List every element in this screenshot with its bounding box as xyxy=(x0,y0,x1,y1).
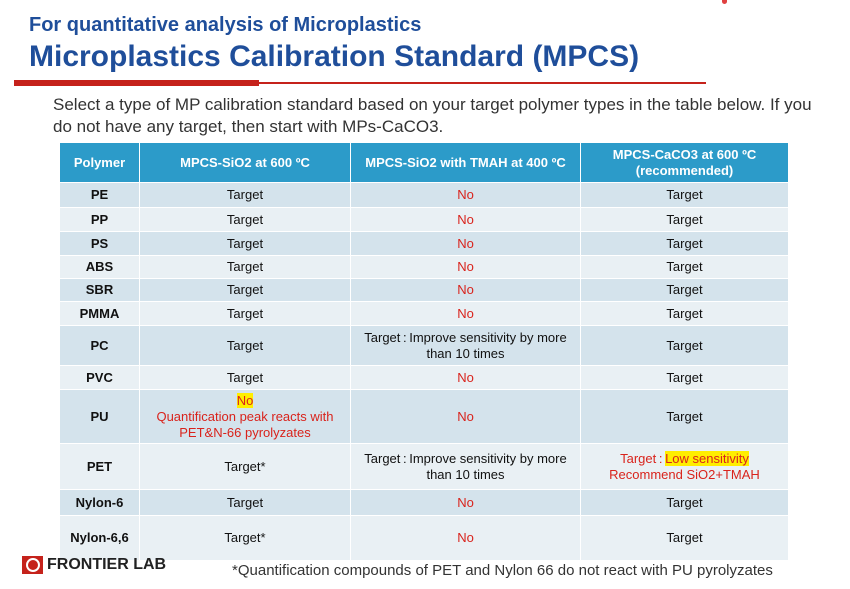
cell: No xyxy=(350,489,581,516)
table-row: ABS Target No Target xyxy=(59,255,789,279)
cell: Target xyxy=(139,255,351,279)
cell: Target* xyxy=(139,515,351,561)
table-row: PE Target No Target xyxy=(59,182,789,208)
cell: Target xyxy=(580,489,789,516)
cell: Target : Low sensitivity Recommend SiO2+T… xyxy=(580,443,789,490)
cell: Target xyxy=(139,182,351,208)
cell: No xyxy=(350,389,581,444)
logo-icon xyxy=(22,556,43,574)
table-row: PU No Quantification peak reacts with PET… xyxy=(59,389,789,444)
polymer-cell: PET xyxy=(59,443,140,490)
polymer-cell: PC xyxy=(59,325,140,366)
cell: No xyxy=(350,515,581,561)
table-header-row: Polymer MPCS-SiO2 at 600 ºC MPCS-SiO2 wi… xyxy=(59,142,789,183)
cell: Target xyxy=(580,325,789,366)
cell: Target xyxy=(580,182,789,208)
cell-note: Quantification peak reacts with PET&N-66… xyxy=(156,408,334,440)
logo-text: FRONTIER LAB xyxy=(47,556,167,573)
cell-text: Target : xyxy=(620,450,666,466)
polymer-cell: Nylon-6,6 xyxy=(59,515,140,561)
cell: No xyxy=(350,278,581,302)
cell: Target xyxy=(580,207,789,232)
polymer-cell: PVC xyxy=(59,365,140,390)
cell: Target* xyxy=(139,443,351,490)
cell: No xyxy=(350,207,581,232)
table-row: PC Target Target : Improve sensitivity by … xyxy=(59,325,789,366)
cell: Target xyxy=(580,278,789,302)
cell: Target xyxy=(139,207,351,232)
calibration-table: Polymer MPCS-SiO2 at 600 ºC MPCS-SiO2 wi… xyxy=(59,142,789,561)
cell: No xyxy=(350,231,581,256)
table-row: PS Target No Target xyxy=(59,231,789,256)
frontier-lab-logo: FRONTIER LAB xyxy=(22,556,166,574)
table-row: PET Target* Target : Improve sensitivity b… xyxy=(59,443,789,490)
polymer-cell: Nylon-6 xyxy=(59,489,140,516)
title-underline-thin xyxy=(259,82,706,84)
header-caco3: MPCS-CaCO3 at 600 ºC (recommended) xyxy=(580,142,789,183)
table-row: PVC Target No Target xyxy=(59,365,789,390)
red-marker xyxy=(722,0,727,4)
table-row: Nylon-6 Target No Target xyxy=(59,489,789,516)
cell: Target xyxy=(580,301,789,326)
cell: Target xyxy=(139,325,351,366)
polymer-cell: SBR xyxy=(59,278,140,302)
polymer-cell: PS xyxy=(59,231,140,256)
cell: No xyxy=(350,182,581,208)
table-row: Nylon-6,6 Target* No Target xyxy=(59,515,789,561)
table-row: PP Target No Target xyxy=(59,207,789,232)
cell: Target : Improve sensitivity by more tha… xyxy=(350,325,581,366)
cell: No xyxy=(350,301,581,326)
slide-title: Microplastics Calibration Standard (MPCS… xyxy=(29,40,640,73)
polymer-cell: PE xyxy=(59,182,140,208)
cell: Target xyxy=(580,515,789,561)
cell: Target xyxy=(580,231,789,256)
low-sensitivity-highlight: Low sensitivity xyxy=(665,450,749,466)
polymer-cell: PMMA xyxy=(59,301,140,326)
polymer-cell: PP xyxy=(59,207,140,232)
cell: Target xyxy=(139,278,351,302)
cell: Target xyxy=(139,489,351,516)
cell: Target : Improve sensitivity by more tha… xyxy=(350,443,581,490)
no-highlight: No xyxy=(236,392,254,408)
cell: No xyxy=(350,255,581,279)
table-row: SBR Target No Target xyxy=(59,278,789,302)
footnote: *Quantification compounds of PET and Nyl… xyxy=(232,562,773,579)
cell: No xyxy=(350,365,581,390)
title-underline-thick xyxy=(14,80,259,86)
cell: Target xyxy=(139,365,351,390)
table-row: PMMA Target No Target xyxy=(59,301,789,326)
cell-note: Recommend SiO2+TMAH xyxy=(609,466,760,482)
polymer-cell: PU xyxy=(59,389,140,444)
cell: Target xyxy=(580,255,789,279)
header-polymer: Polymer xyxy=(59,142,140,183)
cell: Target xyxy=(139,231,351,256)
header-sio2: MPCS-SiO2 at 600 ºC xyxy=(139,142,351,183)
intro-text: Select a type of MP calibration standard… xyxy=(53,95,812,136)
cell: Target xyxy=(580,365,789,390)
cell: Target xyxy=(580,389,789,444)
slide-subtitle: For quantitative analysis of Microplasti… xyxy=(29,14,422,36)
header-sio2-tmah: MPCS-SiO2 with TMAH at 400 ºC xyxy=(350,142,581,183)
cell: No Quantification peak reacts with PET&N-… xyxy=(139,389,351,444)
cell: Target xyxy=(139,301,351,326)
polymer-cell: ABS xyxy=(59,255,140,279)
